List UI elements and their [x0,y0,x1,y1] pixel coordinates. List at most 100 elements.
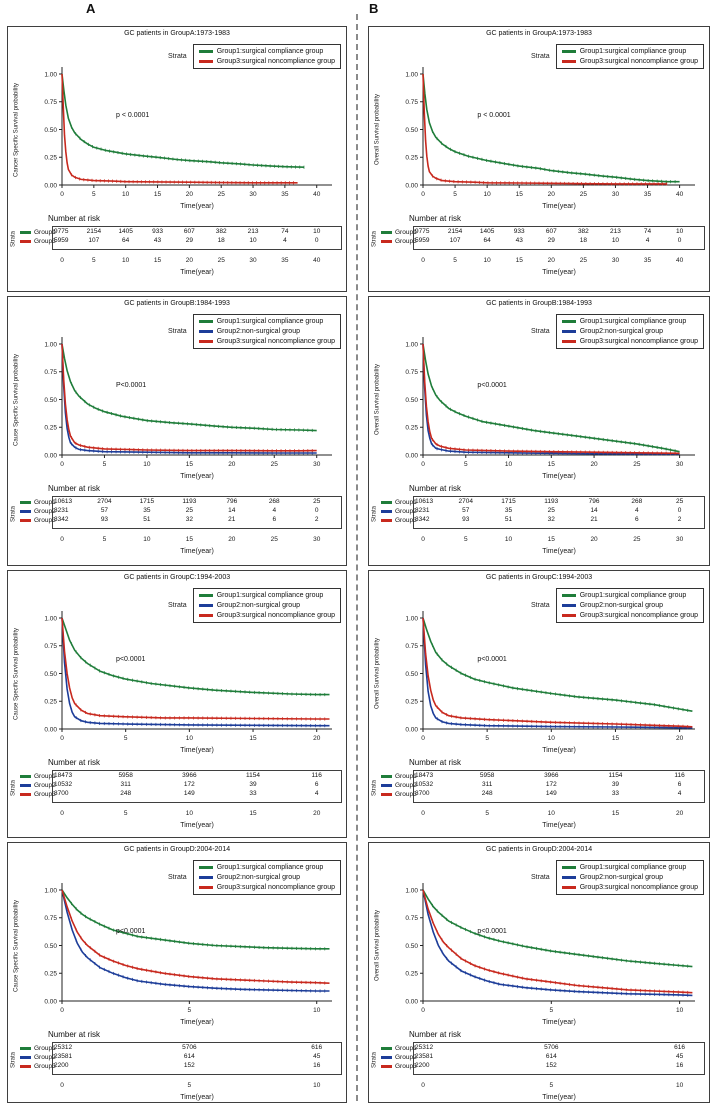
risk-count: 25312 [415,1043,434,1051]
risk-count: 248 [481,789,493,797]
legend-label: Group2:non-surgical group [216,602,300,609]
risk-count: 311 [120,780,131,788]
y-tick-label: 0.00 [405,182,418,189]
risk-group-name: Group3 [395,1063,417,1070]
x-tick-label: 15 [249,735,257,742]
group3-swatch-icon [381,793,392,796]
risk-group-name: Group1 [34,1045,56,1052]
risk-count: 23581 [54,1052,73,1060]
legend-label: Group3:surgical noncompliance group [579,58,698,65]
risk-count: 4 [283,236,287,244]
x-tick-label: 5 [464,461,468,468]
y-tick-label: 0.75 [405,643,418,650]
legend-item: Group3:surgical noncompliance group [561,338,698,345]
risk-count: 3700 [54,789,69,797]
risk-table: Strata Group1 18473 5958 3966 1154 116 Group2 10… [369,769,709,806]
risk-count: 43 [153,236,162,244]
y-tick-label: 0.25 [405,155,418,162]
risk-count: 2200 [54,1061,69,1069]
risk-group-name: Group1 [395,499,417,506]
risk-x-tick-label: 20 [548,257,556,264]
y-tick-label: 0.75 [44,643,57,650]
x-tick-label: 25 [271,461,279,468]
risk-x-tick-label: 0 [60,257,64,264]
legend-label: Group3:surgical noncompliance group [579,338,698,345]
y-tick-label: 1.00 [44,887,57,894]
x-tick-label: 15 [154,191,162,198]
risk-row-key: Group2 [381,781,417,790]
risk-row-key: Group3 [381,237,417,246]
risk-x-tick-label: 15 [612,810,620,817]
legend: Strata Group1:surgical compliance group Gr… [531,44,704,69]
km-plot-svg: 1.00 0.75 0.50 0.25 0.000 5 10 15 20 25 30 Time(yea… [405,337,695,480]
risk-group-name: Group2 [34,1054,56,1061]
x-tick-label: 25 [218,191,226,198]
strata-axis-label: Strata [10,1051,17,1068]
risk-count: 796 [226,497,238,505]
group2-swatch-icon [198,604,213,607]
risk-count: 32 [185,515,193,523]
risk-count: 6 [677,780,682,788]
risk-values-box [413,496,705,529]
risk-count: 107 [449,236,461,244]
risk-x-tick-label: 10 [186,810,194,817]
legend-label: Group1:surgical compliance group [216,318,324,325]
survival-plot: 1.00 0.75 0.50 0.25 0.00 0 5 10 Time(year) Cause … [8,858,346,1028]
legend-label: Group1:surgical compliance group [216,592,324,599]
strata-axis-label: Strata [10,505,17,522]
km-curve-group1 [422,343,680,453]
y-tick-label: 0.00 [44,452,57,459]
y-tick-label: 1.00 [405,71,418,78]
risk-x-tick-label: 30 [313,536,321,543]
y-tick-label: 0.25 [44,699,57,706]
legend-item: Group2:non-surgical group [561,602,698,609]
risk-count: 57 [100,506,109,514]
risk-group-name: Group2 [34,782,56,789]
panel-os-groupC: GC patients in GroupC:1994-2003 1.00 0.75 0… [368,570,710,838]
group1-swatch-icon [198,50,213,53]
x-axis-label: Time(year) [542,747,576,754]
legend-item: Group2:non-surgical group [198,874,335,881]
risk-group-name: Group1 [34,499,56,506]
strata-axis-label: Strata [371,231,378,248]
risk-count: 149 [183,789,195,797]
risk-x-tick-label: 5 [103,536,107,543]
risk-count: 1154 [246,771,261,779]
panel-os-groupD: GC patients in GroupD:2004-2014 1.00 0.75 0… [368,842,710,1103]
x-tick-label: 30 [313,461,321,468]
risk-count: 1405 [118,227,133,235]
risk-row-key: Group1 [381,772,417,781]
x-tick-label: 10 [143,461,151,468]
risk-count: 39 [611,780,620,788]
risk-count: 29 [547,236,555,244]
legend-box: Group1:surgical compliance group Group2:n… [555,860,704,895]
risk-x-tick-label: 10 [676,1082,684,1089]
risk-table: Strata Group1 18473 5958 3966 1154 116 Group2 10… [8,769,346,806]
risk-count: 0 [677,506,682,514]
panel-os-groupB: GC patients in GroupB:1984-1993 1.00 0.75 0… [368,296,710,566]
risk-group-name: Group3 [395,791,417,798]
y-tick-label: 0.00 [44,998,57,1005]
legend-label: Group1:surgical compliance group [216,864,324,871]
risk-count: 268 [268,497,280,505]
risk-count: 23581 [415,1052,434,1060]
risk-count: 116 [311,771,322,779]
x-tick-label: 0 [60,461,64,468]
x-tick-label: 10 [313,1007,321,1014]
group3-swatch-icon [20,793,31,796]
risk-count: 2154 [86,227,102,235]
risk-row-key: Group1 [381,1044,417,1053]
risk-count: 172 [545,780,557,788]
risk-count: 18473 [54,771,73,779]
risk-count: 149 [545,789,557,797]
strata-label: Strata [168,874,187,881]
strata-label: Strata [531,874,550,881]
risk-x-axis-label: Time(year) [542,548,576,555]
risk-count: 45 [313,1052,321,1060]
km-curve-group1 [61,343,317,432]
legend-label: Group3:surgical noncompliance group [216,58,335,65]
risk-count: 5959 [415,236,430,244]
risk-count: 74 [281,227,289,235]
legend-item: Group3:surgical noncompliance group [198,612,335,619]
p-value: P<0.0001 [116,381,147,389]
